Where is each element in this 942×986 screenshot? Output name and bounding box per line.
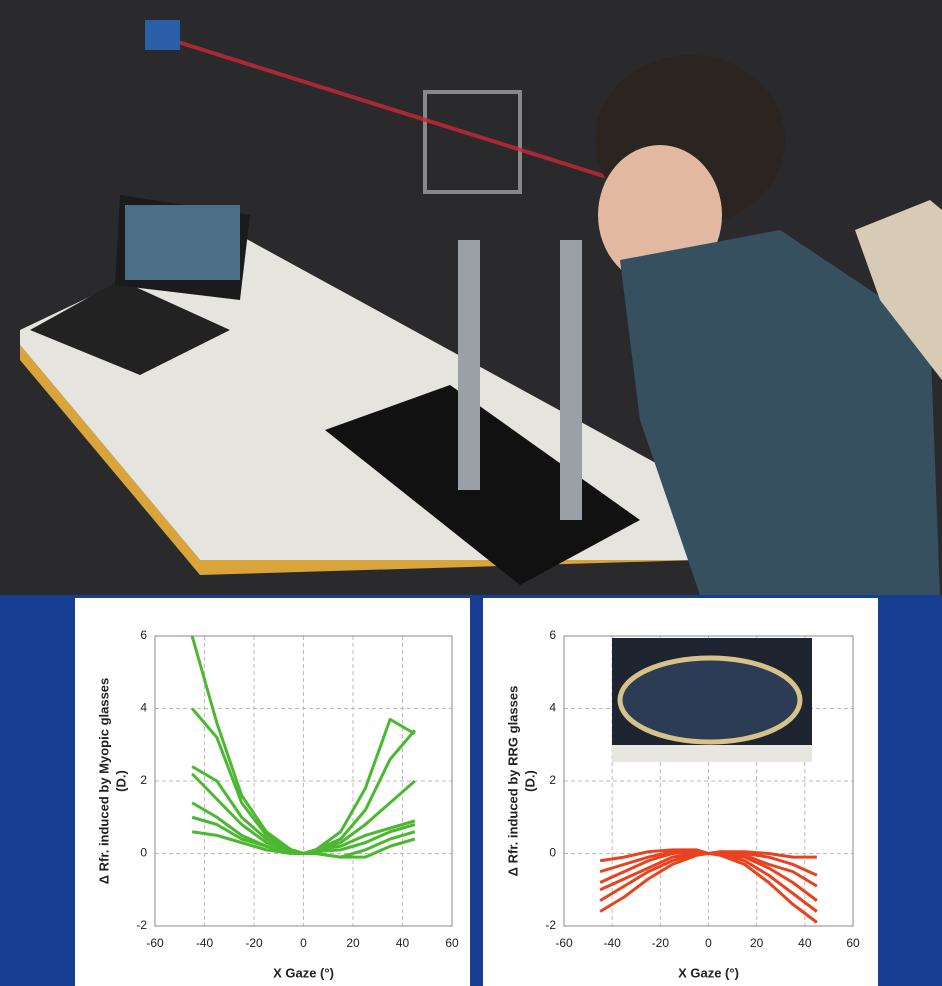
x-tick-label: 0: [705, 936, 712, 950]
y-tick-label: 4: [549, 701, 556, 715]
x-tick-label: -60: [146, 936, 164, 950]
y-axis-label: (D.): [113, 770, 128, 792]
inset-photo: [612, 638, 812, 762]
x-tick-label: 20: [750, 936, 764, 950]
x-tick-label: 60: [846, 936, 860, 950]
x-tick-label: -40: [603, 936, 621, 950]
figure: -20246-60-40-200204060X Gaze (°)Δ Rfr. i…: [0, 0, 942, 986]
y-axis-label: (D.): [522, 770, 537, 792]
x-tick-label: 40: [396, 936, 410, 950]
chart-panel: [75, 598, 470, 986]
x-tick-label: -20: [652, 936, 670, 950]
photo: [0, 0, 942, 595]
y-tick-label: 0: [549, 846, 556, 860]
x-tick-label: 20: [346, 936, 360, 950]
y-tick-label: -2: [545, 918, 556, 932]
x-tick-label: 60: [445, 936, 459, 950]
y-axis-label: Δ Rfr. induced by RRG glasses: [505, 686, 520, 877]
y-tick-label: 6: [549, 628, 556, 642]
x-tick-label: -40: [196, 936, 214, 950]
y-tick-label: 0: [140, 846, 147, 860]
x-axis-label: X Gaze (°): [678, 965, 739, 980]
x-tick-label: 0: [300, 936, 307, 950]
y-tick-label: 2: [549, 773, 556, 787]
y-tick-label: 4: [140, 701, 147, 715]
y-tick-label: 2: [140, 773, 147, 787]
x-tick-label: -20: [245, 936, 263, 950]
y-axis-label: Δ Rfr. induced by Myopic glasses: [96, 678, 111, 885]
x-tick-label: 40: [798, 936, 812, 950]
y-tick-label: 6: [140, 628, 147, 642]
x-axis-label: X Gaze (°): [273, 965, 334, 980]
x-tick-label: -60: [555, 936, 573, 950]
y-tick-label: -2: [136, 918, 147, 932]
